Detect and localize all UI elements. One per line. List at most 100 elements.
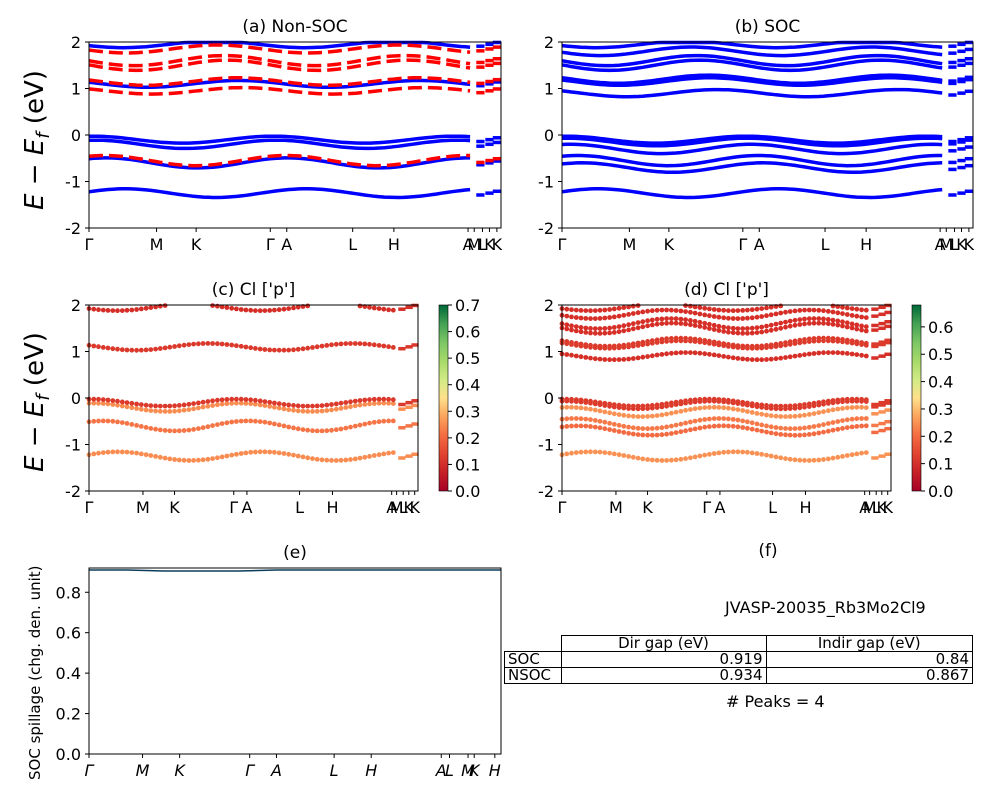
band-point-c [291, 305, 296, 311]
band-point-c [286, 306, 292, 311]
band-point-c [191, 458, 197, 463]
band-point-c [205, 341, 211, 346]
band-point-d [702, 417, 708, 422]
band-point-d [573, 324, 579, 329]
x-tick-label: M [150, 235, 164, 254]
band-point-c [248, 397, 254, 403]
band-point-d [825, 408, 831, 414]
band-point-d [697, 417, 703, 423]
band-point-d [735, 407, 741, 412]
band-point-c [338, 457, 344, 463]
band-point-c [134, 406, 140, 411]
band-point-d [707, 405, 712, 410]
band-point-c [238, 418, 244, 424]
band-point-d [726, 329, 731, 335]
band-point-d [692, 454, 698, 460]
x-tick-label: M [461, 761, 475, 780]
band-point-c [362, 454, 368, 460]
band-point-d [783, 403, 788, 409]
band-point-d [578, 329, 584, 335]
band-point-c [148, 305, 154, 310]
band-point-c [219, 421, 225, 426]
band-point-d [806, 401, 812, 407]
band-point-d [616, 343, 622, 349]
band-point-d [811, 351, 817, 356]
band-point-c [257, 308, 263, 314]
band-point-c [96, 450, 101, 456]
band-point-d [597, 408, 603, 414]
band-point-c [343, 341, 349, 346]
x-tick-label: L [478, 235, 487, 254]
band-point-c [129, 400, 135, 406]
band-point-d [711, 423, 717, 429]
band-point-c [143, 407, 149, 413]
band-point-d [702, 424, 708, 430]
band-point-d [859, 314, 864, 320]
band-point-d [849, 325, 855, 331]
band-point-d [688, 350, 693, 355]
band-point-c [115, 346, 120, 352]
x-tick-label: A [859, 498, 870, 517]
band-point-d [749, 401, 755, 407]
band-point-d [816, 400, 822, 405]
band-point-d [768, 413, 774, 419]
band-point-d [830, 317, 836, 323]
band-point-d [778, 303, 784, 309]
band-point-d [616, 357, 622, 362]
band-line-a [88, 156, 471, 170]
band-point-d [645, 318, 650, 324]
band-point-c [119, 399, 125, 405]
x-tick-label: M [136, 761, 150, 780]
band-point-d [863, 416, 869, 421]
band-point-d [844, 305, 850, 311]
band-point-d [692, 318, 698, 324]
col-indir-gap: Indir gap (eV) [765, 635, 973, 652]
band-point-d [592, 424, 598, 430]
band-point-d [578, 449, 584, 455]
band-point-d [592, 449, 598, 455]
band-point-d [564, 352, 570, 357]
band-point-d [802, 337, 807, 342]
band-point-d [702, 338, 708, 343]
band-point-d [754, 421, 760, 427]
band-point-d [754, 306, 760, 312]
band-point-d [588, 406, 593, 412]
x-tick-label: K [964, 235, 975, 254]
band-point-d [726, 397, 731, 403]
x-tick-label: M [609, 498, 623, 517]
band-point-d [754, 357, 760, 363]
band-point-d [673, 430, 679, 435]
band-point-c [224, 401, 230, 407]
band-point-c [153, 346, 159, 352]
band-point-c [371, 419, 377, 425]
band-point-d [626, 342, 631, 347]
band-point-d [635, 355, 641, 361]
band-point-c [162, 345, 168, 351]
band-point-c [153, 426, 159, 432]
band-point-c [257, 419, 263, 424]
band-point-d [854, 424, 860, 429]
band-point-d [821, 429, 826, 435]
band-point-c [329, 407, 334, 413]
band-point-d [659, 401, 665, 407]
band-point-c [219, 304, 225, 310]
band-point-c [200, 341, 206, 346]
band-point-d [673, 457, 679, 463]
band-point-c [129, 450, 135, 455]
band-point-c [267, 308, 273, 313]
band-point-c [191, 427, 197, 432]
band-point-c [129, 422, 135, 427]
band-point-d [764, 412, 769, 418]
band-point-d [863, 397, 869, 403]
band-point-d [754, 314, 760, 320]
band-point-d [669, 400, 674, 406]
band-point-d [597, 307, 603, 313]
x-tick-label: A [714, 498, 725, 517]
band-point-c [224, 342, 230, 347]
band-point-d [825, 456, 831, 462]
band-point-c [143, 452, 149, 458]
band-point-c [229, 419, 235, 425]
band-point-d [835, 322, 841, 328]
band-point-c [376, 419, 382, 425]
